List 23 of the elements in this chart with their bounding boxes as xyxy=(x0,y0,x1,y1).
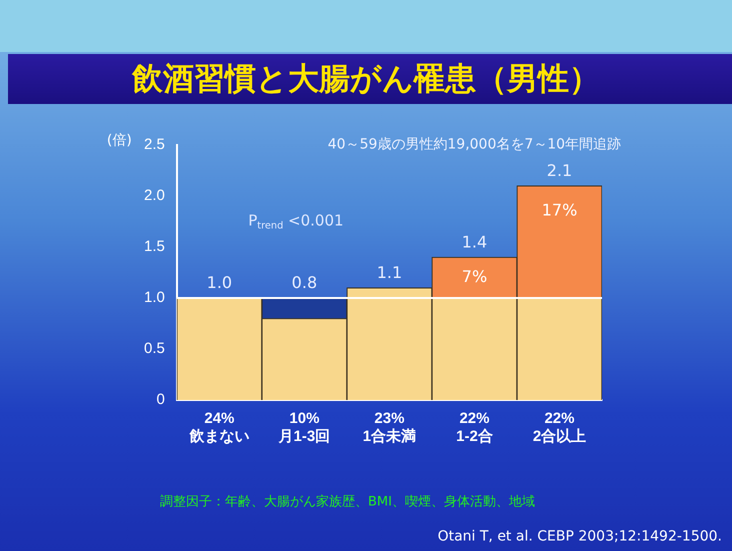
x-tick-label: 22% 2合以上 xyxy=(532,410,586,446)
y-tick-label: 2.0 xyxy=(144,187,165,204)
annotation: 7% xyxy=(462,266,488,286)
total-label: 1.4 xyxy=(462,232,488,252)
total-label: 2.1 xyxy=(546,160,572,180)
x-tick-label: 22% 1-2合 xyxy=(456,410,493,446)
y-tick-label: 1.0 xyxy=(144,289,165,306)
x-tick-label: 23% 1合未満 xyxy=(362,410,416,446)
chart-subtitle: 40～59歳の男性約19,000名を7～10年間追跡 xyxy=(328,136,622,153)
y-tick-label: 0.5 xyxy=(144,340,165,358)
y-axis-title: (倍) xyxy=(106,132,132,149)
annotation: 17% xyxy=(542,200,578,220)
total-label: 1.0 xyxy=(206,273,232,292)
text: Otani T, et al. CEBP 2003;12:1492-1500. xyxy=(438,528,722,545)
y-tick-label: 2.5 xyxy=(144,136,165,154)
total-label: 0.8 xyxy=(292,273,318,292)
y-tick-label: 1.5 xyxy=(144,238,165,256)
total-label: 1.1 xyxy=(376,262,402,282)
y-tick-label: 0 xyxy=(156,391,165,408)
x-tick-label: 24% 飲まない xyxy=(188,410,250,446)
text: 調整因子：年齢、大腸がん家族歴、BMI、喫煙、身体活動、地域 xyxy=(160,493,535,510)
chart-title: 飲酒習慣と大腸がん罹患（男性） xyxy=(130,60,601,99)
x-tick-label: 10% 月1-3回 xyxy=(278,410,330,446)
